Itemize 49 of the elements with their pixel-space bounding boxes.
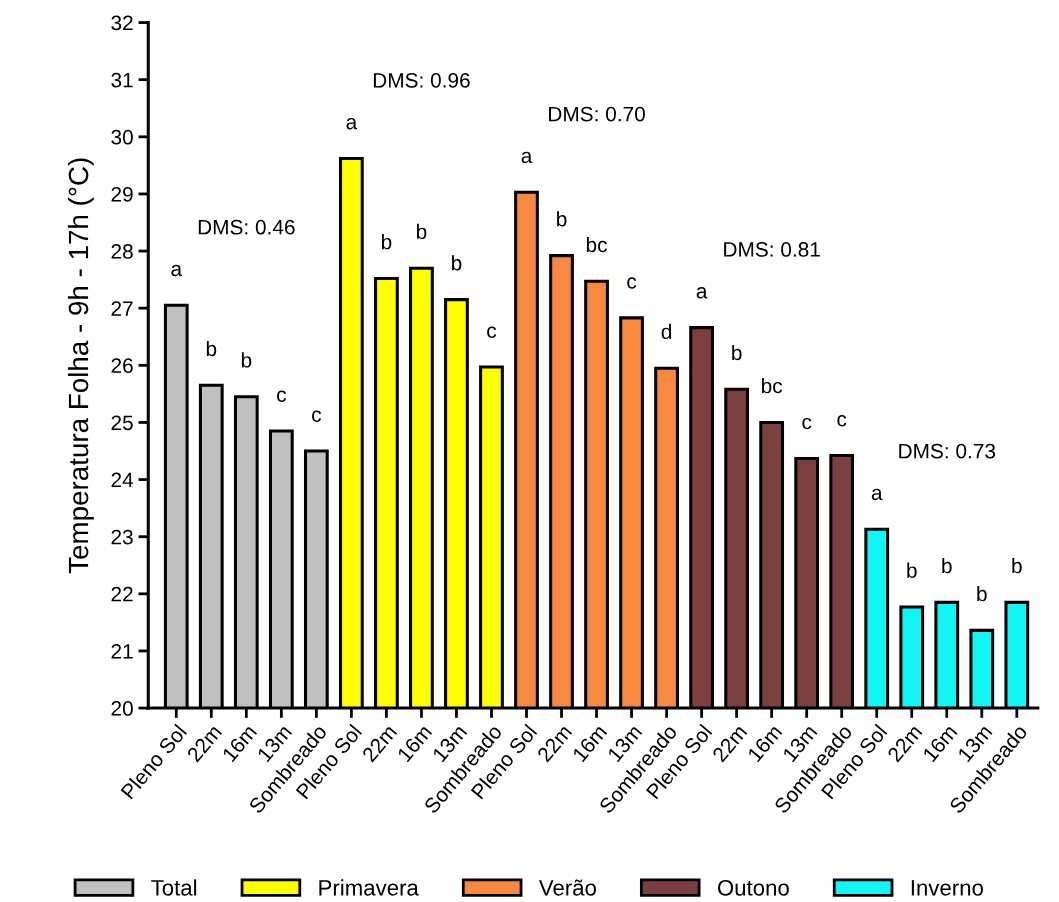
data-label: b: [1012, 557, 1022, 574]
annotation: DMS: 0.81: [724, 242, 820, 257]
y-tick-label: 20: [111, 701, 133, 716]
data-label: a: [346, 117, 358, 130]
data-label: c: [487, 326, 497, 338]
data-label: bc: [586, 236, 607, 253]
y-tick-label: 27: [111, 301, 133, 316]
data-label: c: [627, 277, 637, 289]
y-tick-label: 28: [111, 244, 133, 259]
data-label: b: [241, 352, 252, 368]
legend-label: Verão: [538, 879, 596, 896]
annotation: DMS: 0.46: [198, 219, 295, 235]
data-label: c: [802, 417, 812, 430]
data-label: b: [907, 562, 917, 578]
y-tick-label: 22: [111, 586, 133, 602]
y-tick-label: 30: [111, 129, 133, 145]
data-label: b: [732, 344, 742, 361]
data-label: d: [661, 323, 672, 340]
data-label: bc: [762, 378, 783, 394]
y-tick-label: 24: [111, 472, 134, 488]
data-label: b: [942, 557, 952, 574]
data-label: a: [871, 488, 883, 501]
data-label: b: [557, 211, 567, 227]
annotation: DMS: 0.73: [899, 443, 996, 459]
legend-label: Total: [151, 879, 197, 896]
y-tick-label: 23: [111, 529, 133, 545]
y-tick-label: 32: [111, 15, 133, 31]
data-label: b: [206, 340, 217, 357]
annotation: DMS: 0.70: [549, 106, 645, 122]
data-label: c: [312, 410, 322, 422]
legend-label: Inverno: [911, 880, 983, 896]
data-label: b: [452, 255, 462, 271]
data-label: b: [381, 234, 392, 250]
data-label: a: [521, 151, 533, 164]
data-label: b: [977, 585, 987, 602]
data-label: a: [171, 264, 183, 277]
y-tick-label: 21: [111, 643, 133, 659]
data-label: c: [837, 415, 847, 427]
y-tick-label: 29: [111, 186, 133, 202]
y-axis-title: Temperatura Folha - 9h - 17h (°C): [67, 158, 94, 574]
y-tick-label: 25: [111, 415, 133, 431]
legend-label: Outono: [717, 879, 789, 896]
data-label: b: [416, 223, 427, 240]
data-label: a: [696, 287, 708, 299]
annotation: DMS: 0.96: [373, 72, 470, 88]
data-label: c: [277, 390, 286, 402]
y-tick-label: 31: [111, 72, 133, 88]
y-tick-label: 26: [111, 358, 133, 374]
legend-label: Primavera: [319, 879, 419, 896]
